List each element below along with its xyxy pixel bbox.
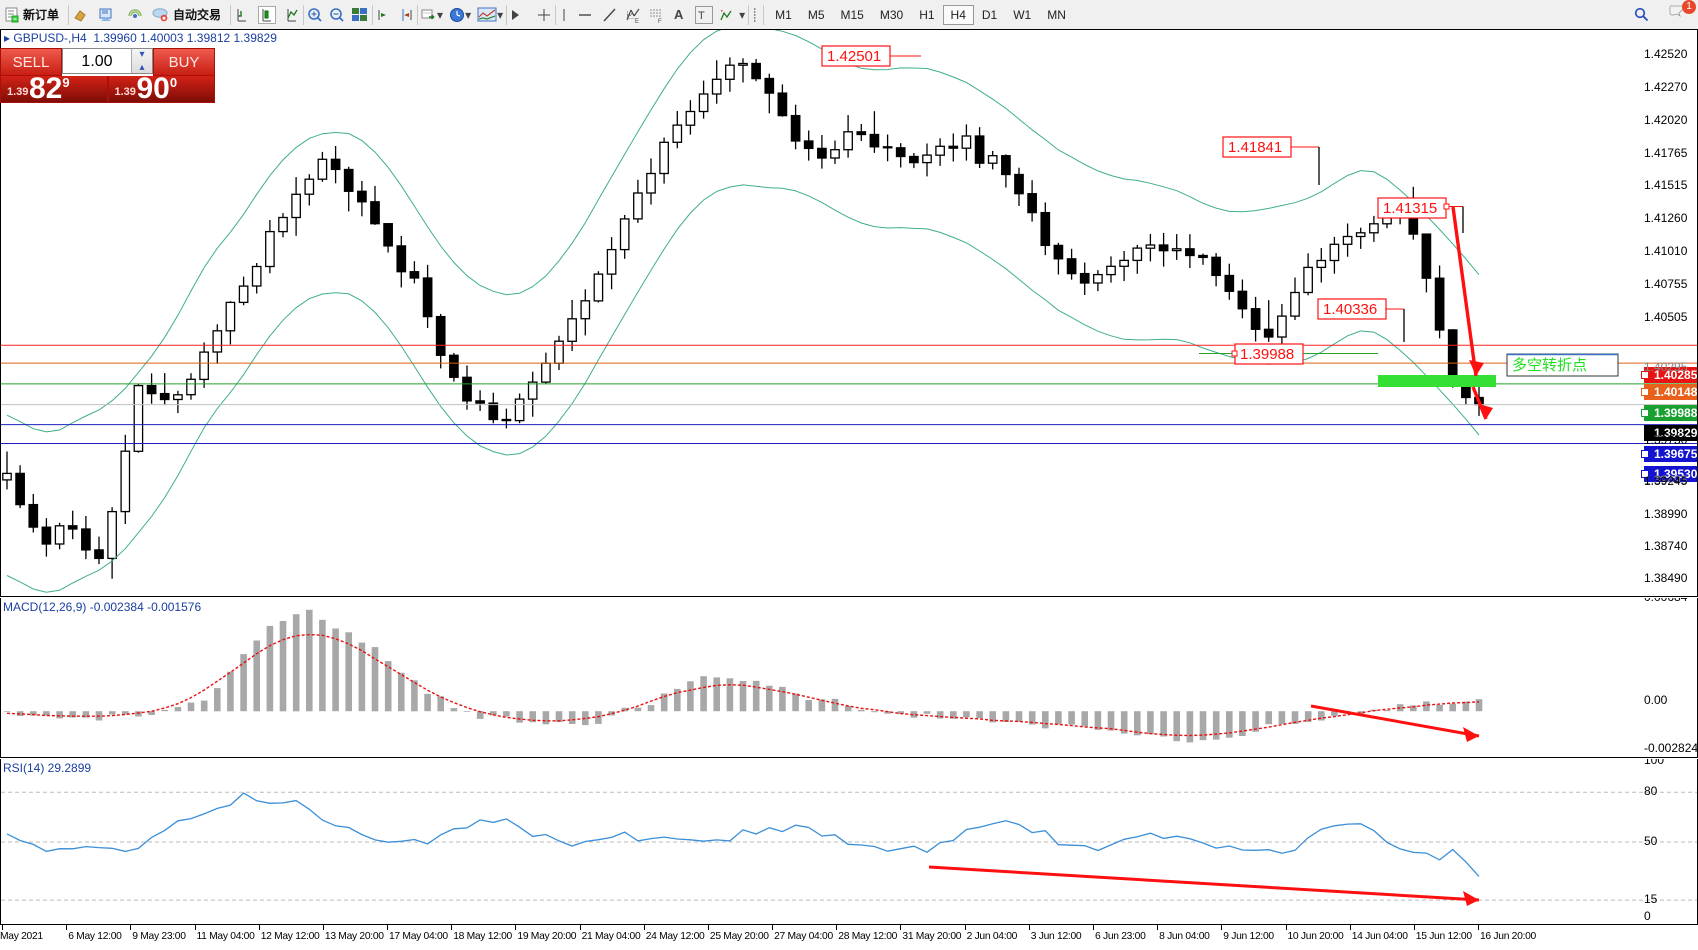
svg-text:1.41315: 1.41315 — [1383, 200, 1437, 217]
svg-text:T: T — [698, 10, 705, 22]
svg-text:1.40336: 1.40336 — [1323, 301, 1377, 318]
svg-text:多空转折点: 多空转折点 — [1512, 357, 1587, 374]
svg-text:1.39988: 1.39988 — [1240, 346, 1294, 363]
svg-text:E: E — [635, 19, 639, 23]
svg-text:1.42501: 1.42501 — [827, 48, 881, 65]
svg-text:A: A — [674, 7, 684, 22]
svg-text:F: F — [658, 19, 662, 23]
svg-text:1.41841: 1.41841 — [1228, 139, 1282, 156]
